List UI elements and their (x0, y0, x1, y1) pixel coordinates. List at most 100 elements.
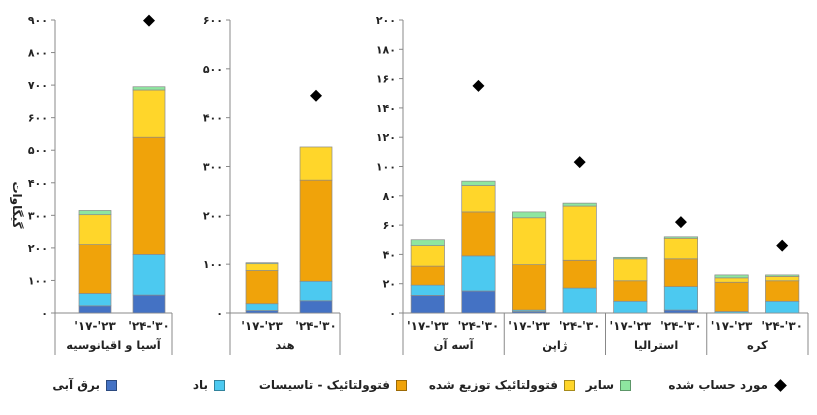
panel-2-y-tick-label: ۵۰۰ (203, 63, 223, 76)
bar-segment-other (714, 274, 749, 279)
x-tick-label: '۲۴-'۳۰ (660, 319, 702, 333)
panel-3-y-tick-label: ۲۰۰ (376, 14, 396, 27)
bar-segment-other (511, 211, 547, 219)
bar-segment-pv-distributed (765, 276, 800, 282)
panel-3-y-tick-label: ۰ (389, 307, 396, 320)
legend-item-pv-utility: فتوولتائیک - تاسیسات (259, 378, 407, 392)
panel-3-y-tick-label: ۴۰ (383, 248, 396, 261)
bar-segment-pv-utility (245, 270, 279, 305)
panel-3-y-tick-label: ۶۰ (383, 219, 396, 232)
panel-1-y-tick-label: ۵۰۰ (28, 144, 48, 157)
x-tick-label: '۲۴-'۳۰ (761, 319, 803, 333)
legend-item-estimate: مورد حساب شده (668, 378, 787, 392)
legend-label-pv-distributed: فتوولتائیک توزیع شده (428, 378, 558, 392)
x-tick-label: '۲۴-'۳۰ (128, 319, 170, 333)
bar-segment-pv-utility (613, 280, 648, 302)
x-tick-label: '۱۷-'۲۳ (711, 319, 753, 333)
bar-segment-other (461, 180, 496, 186)
x-tick-label: '۲۴-'۳۰ (458, 319, 500, 333)
bar-segment-pv-distributed (562, 205, 597, 261)
estimate-diamond-marker (472, 79, 485, 92)
legend-label-other: سایر (585, 378, 614, 392)
legend-label-wind: باد (192, 378, 208, 392)
bar-segment-pv-utility (765, 280, 800, 302)
panel-3-y-tick-label: ۱۸۰ (376, 43, 396, 56)
panel-1-y-tick-label: ۴۰۰ (28, 177, 48, 190)
bar-segment-pv-utility (78, 244, 112, 294)
legend-swatch-pv-utility (396, 379, 407, 391)
panel-2-y-tick-label: ۴۰۰ (203, 112, 223, 125)
legend-diamond-icon (774, 378, 787, 392)
legend: برق آبی باد فتوولتائیک - تاسیسات فتوولتا… (0, 378, 817, 408)
bar-segment-pv-utility (663, 258, 698, 287)
panel-1-y-tick-label: ۶۰۰ (28, 112, 48, 125)
legend-label-pv-utility: فتوولتائیک - تاسیسات (258, 378, 390, 392)
estimate-diamond-marker (310, 89, 322, 102)
panel-1-y-tick-label: ۹۰۰ (28, 14, 48, 27)
bar-segment-pv-distributed (132, 89, 166, 138)
panel-1-y-tick-label: ۸۰۰ (28, 47, 48, 60)
legend-label-hydro: برق آبی (52, 378, 100, 392)
bar-segment-wind (562, 287, 597, 314)
estimate-diamond-marker (143, 14, 155, 27)
group-label: استرالیا (634, 338, 678, 352)
bar-segment-pv-distributed (299, 146, 333, 181)
bar-segment-pv-distributed (461, 185, 496, 213)
y-axis-label: گیگاوات (9, 182, 24, 229)
panel-2-y-tick-label: ۱۰۰ (203, 258, 223, 271)
legend-swatch-hydro (106, 379, 117, 391)
legend-swatch-other (620, 379, 631, 391)
x-tick-label: '۱۷-'۲۳ (407, 319, 449, 333)
estimate-diamond-marker (674, 216, 687, 229)
panel-3-y-tick-label: ۸۰ (383, 190, 396, 203)
bar-segment-wind (132, 254, 166, 296)
legend-item-pv-distributed: فتوولتائیک توزیع شده (429, 378, 575, 392)
bar-segment-wind (245, 303, 279, 311)
panel-3-y-tick-label: ۱۲۰ (376, 131, 396, 144)
panel-1-y-tick-label: ۳۰۰ (28, 209, 48, 222)
bar-segment-hydro (245, 310, 279, 314)
bar-segment-other (78, 210, 112, 216)
group-label: آسه آن (434, 338, 475, 352)
bar-segment-hydro (461, 290, 496, 314)
bar-segment-other (663, 236, 698, 239)
chart-canvas: ۰ ۱۰۰ ۲۰۰ ۳۰۰ ۴۰۰ ۵۰۰ ۶۰۰ ۷۰۰ ۸۰۰ ۹۰۰ آسیا و اقیان… (9, 14, 809, 355)
bar-segment-pv-distributed (663, 237, 698, 260)
panel-1-y-tick-label: ۱۰۰ (28, 274, 48, 287)
bar-segment-other (765, 274, 800, 277)
bar-segment-hydro (410, 295, 445, 314)
x-tick-label: '۲۴-'۳۰ (295, 319, 337, 333)
group-label: آسیا و اقیانوسیه (66, 338, 161, 353)
bar-segment-pv-distributed (78, 214, 112, 245)
bar-segment-other (132, 86, 166, 91)
bar-segment-pv-utility (410, 265, 445, 286)
panel-2-y-tick-label: ۲۰۰ (203, 209, 223, 222)
panel-1-y-tick-label: ۲۰۰ (28, 242, 48, 255)
panel-2-y-tick-label: ۶۰۰ (203, 14, 223, 27)
panel-1-y-tick-label: ۷۰۰ (28, 79, 48, 92)
legend-label-estimate: مورد حساب شده (668, 378, 768, 392)
estimate-diamond-marker (573, 156, 586, 169)
bar-segment-wind (765, 300, 800, 314)
chart-panels: ۰ ۱۰۰ ۲۰۰ ۳۰۰ ۴۰۰ ۵۰۰ ۶۰۰ ۷۰۰ ۸۰۰ ۹۰۰ آسیا و اقیان… (28, 14, 809, 355)
panel-3-y-tick-label: ۲۰ (383, 278, 396, 291)
bar-segment-wind (663, 286, 698, 311)
group-label: هند (275, 338, 294, 352)
bar-segment-pv-distributed (245, 263, 279, 271)
x-tick-label: '۱۷-'۲۳ (241, 319, 283, 333)
bar-segment-pv-distributed (410, 245, 445, 267)
bar-segment-pv-distributed (511, 217, 547, 266)
bar-segment-hydro (663, 309, 698, 314)
bar-segment-pv-distributed (714, 277, 749, 283)
estimate-diamond-marker (776, 239, 789, 252)
bar-segment-pv-utility (132, 136, 166, 255)
bar-segment-other (562, 202, 597, 207)
group-label: ژاپن (542, 338, 567, 352)
bar-segment-wind (78, 293, 112, 307)
legend-swatch-wind (214, 379, 225, 391)
bar-segment-other (410, 239, 445, 246)
bar-segment-pv-distributed (613, 258, 648, 282)
x-tick-label: '۱۷-'۲۳ (609, 319, 651, 333)
bar-segment-pv-utility (714, 281, 749, 312)
group-label: کره (747, 338, 768, 352)
